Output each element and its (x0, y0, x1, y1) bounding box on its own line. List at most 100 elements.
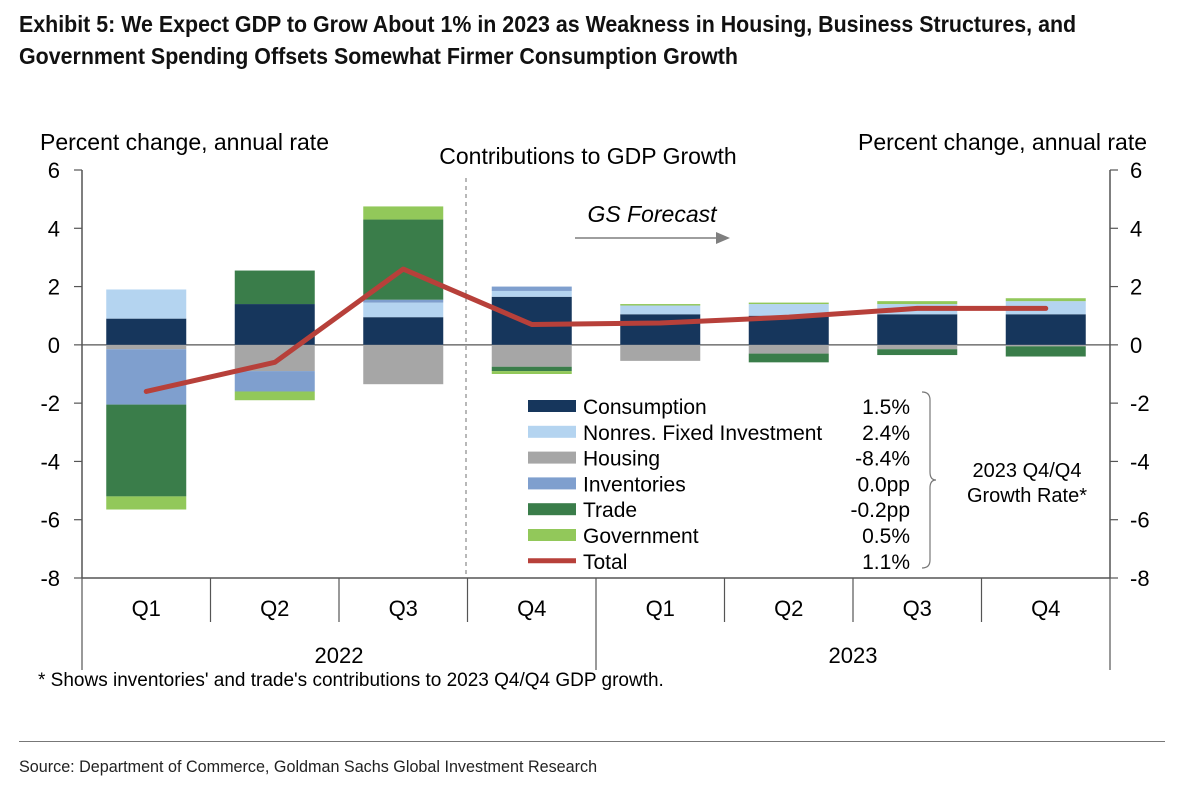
x-tick-label: Q3 (389, 596, 418, 621)
left-tick-label: -6 (40, 508, 60, 533)
legend-rate-inventories: 0.0pp (857, 473, 910, 496)
bar-government (620, 304, 701, 306)
bar-government (877, 301, 958, 305)
right-axis-label: Percent change, annual rate (858, 129, 1147, 155)
x-tick-label: Q2 (260, 596, 289, 621)
bar-government (106, 496, 187, 510)
legend-label-total: Total (583, 551, 627, 574)
right-tick-label: -6 (1130, 508, 1150, 533)
left-tick-label: -8 (40, 566, 60, 591)
bar-government (748, 302, 829, 305)
stacked-bars (106, 206, 1086, 510)
left-tick-label: 2 (48, 275, 60, 300)
bar-housing (363, 344, 444, 385)
bar-trade (1005, 346, 1086, 357)
legend-rate-total: 1.1% (862, 551, 910, 574)
right-tick-label: 4 (1130, 216, 1142, 241)
bar-housing (1005, 344, 1086, 347)
legend-label-trade: Trade (583, 499, 637, 522)
left-tick-label: 6 (48, 158, 60, 183)
right-tick-label: -4 (1130, 449, 1150, 474)
legend: Consumption 1.5% Nonres. Fixed Investment 2… (528, 391, 1087, 574)
bar-government (363, 206, 444, 220)
divider-rule (19, 741, 1165, 742)
legend-rate-government: 0.5% (862, 525, 910, 548)
bar-nonres-fixed-investment (106, 289, 187, 319)
bar-inventories (106, 349, 187, 405)
legend-rate-trade: -0.2pp (850, 499, 910, 522)
legend-swatch-trade (528, 503, 576, 516)
bar-inventories (234, 371, 315, 392)
left-axis-label: Percent change, annual rate (40, 129, 329, 155)
footnote: * Shows inventories' and trade's contrib… (38, 670, 664, 691)
bar-consumption (877, 314, 958, 345)
bar-housing (877, 344, 958, 350)
x-tick-label: Q4 (517, 596, 546, 621)
bar-consumption (234, 304, 315, 345)
bar-consumption (491, 296, 572, 345)
legend-swatch-consumption (528, 400, 576, 412)
legend-label-consumption: Consumption (583, 396, 707, 419)
bar-nonres-fixed-investment (748, 304, 829, 316)
legend-rate-consumption: 1.5% (862, 396, 910, 419)
chart-title: Contributions to GDP Growth (439, 143, 736, 169)
right-tick-label: -8 (1130, 566, 1150, 591)
left-tick-label: 0 (48, 333, 60, 358)
legend-swatch-nonres-fixed-investment (528, 425, 576, 438)
x-tick-label: Q2 (774, 596, 803, 621)
bar-trade (877, 349, 958, 356)
right-tick-label: -2 (1130, 391, 1150, 416)
legend-rate-housing: -8.4% (855, 448, 910, 471)
year-label: 2023 (829, 643, 878, 668)
legend-swatch-housing (528, 451, 576, 464)
bar-trade (491, 366, 572, 372)
bar-government (1005, 298, 1086, 302)
bar-inventories (491, 286, 572, 291)
year-label: 2022 (315, 643, 364, 668)
bar-consumption (363, 317, 444, 345)
title-line-2: Government Spending Offsets Somewhat Fir… (19, 43, 739, 69)
bar-government (491, 371, 572, 374)
source-note: Source: Department of Commerce, Goldman … (19, 757, 598, 776)
bar-nonres-fixed-investment (491, 290, 572, 297)
legend-label-inventories: Inventories (583, 473, 686, 496)
bar-housing (106, 344, 187, 350)
left-tick-label: -4 (40, 449, 60, 474)
title-line-1: Exhibit 5: We Expect GDP to Grow About 1… (19, 11, 1077, 37)
bar-inventories (363, 299, 444, 303)
bar-government (234, 391, 315, 401)
x-tick-label: Q3 (903, 596, 932, 621)
bar-consumption (106, 318, 187, 345)
exhibit-title: Exhibit 5: We Expect GDP to Grow About 1… (19, 8, 1079, 72)
x-tick-label: Q4 (1031, 596, 1060, 621)
forecast-arrow (575, 232, 730, 244)
right-tick-label: 2 (1130, 275, 1142, 300)
forecast-label: GS Forecast (587, 201, 718, 227)
legend-label-housing: Housing (583, 448, 660, 471)
right-tick-label: 0 (1130, 333, 1142, 358)
x-tick-label: Q1 (132, 596, 161, 621)
total-line-group (143, 266, 1049, 394)
bar-consumption (620, 314, 701, 345)
total-line (143, 266, 1049, 394)
rates-brace (921, 391, 937, 569)
bar-housing (491, 344, 572, 367)
bar-consumption (1005, 314, 1086, 345)
rate-note-line: 2023 Q4/Q4 (973, 460, 1082, 482)
x-tick-label: Q1 (646, 596, 675, 621)
legend-swatch-government (528, 529, 576, 541)
legend-rate-nonres-fixed-investment: 2.4% (862, 422, 910, 445)
bar-nonres-fixed-investment (363, 302, 444, 318)
bar-trade (106, 404, 187, 497)
bar-nonres-fixed-investment (620, 305, 701, 315)
chart-labels: Percent change, annual rate Percent chan… (40, 129, 1147, 227)
legend-label-government: Government (583, 525, 699, 548)
right-tick-label: 6 (1130, 158, 1142, 183)
legend-label-nonres-fixed-investment: Nonres. Fixed Investment (583, 422, 822, 445)
legend-swatch-inventories (528, 477, 576, 490)
left-tick-label: -2 (40, 391, 60, 416)
bar-housing (748, 344, 829, 354)
x-axis: Q1 Q2 Q3 Q4 Q1 Q2 Q3 Q4 2022 2023 (81, 577, 1111, 670)
left-axis-ticks: 6 4 2 0 -2 -4 -6 -8 (40, 158, 82, 591)
